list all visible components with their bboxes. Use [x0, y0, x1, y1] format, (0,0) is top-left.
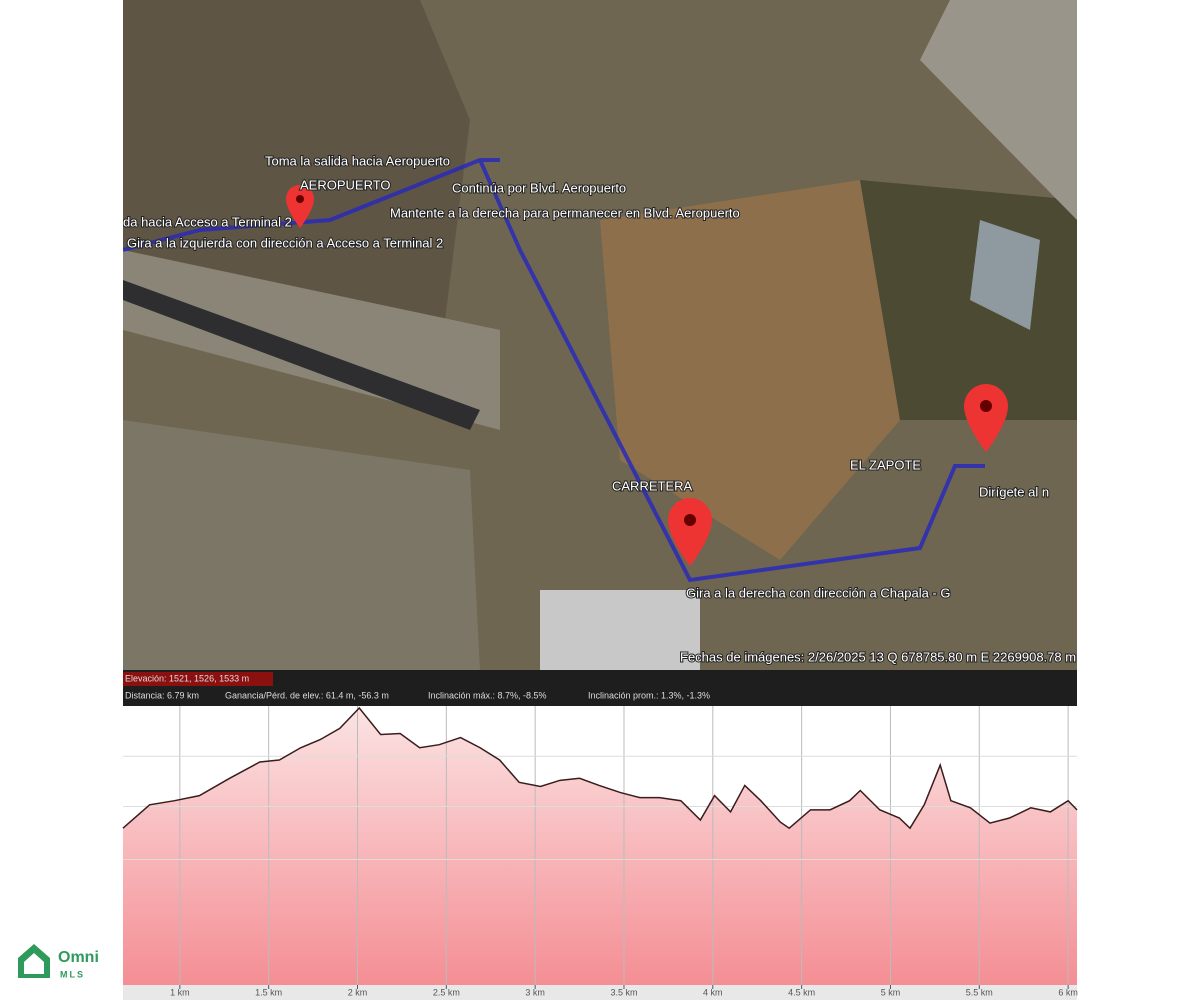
x-tick-label: 1 km — [170, 987, 190, 997]
status-highlight — [123, 672, 273, 686]
map-label: EL ZAPOTE — [850, 457, 921, 472]
x-axis-bar — [123, 985, 1077, 1000]
map-footer: Fechas de imágenes: 2/26/2025 13 Q 67878… — [680, 649, 1148, 664]
x-tick-label: 3 km — [525, 987, 545, 997]
map-label: AEROPUERTO — [300, 177, 391, 192]
x-tick-label: 2.5 km — [433, 987, 460, 997]
status-text: Inclinación máx.: 8.7%, -8.5% — [428, 690, 547, 700]
map-label: Continúa por Blvd. Aeropuerto — [452, 180, 626, 195]
x-tick-label: 2 km — [348, 987, 368, 997]
x-tick-label: 3.5 km — [610, 987, 637, 997]
x-tick-label: 5.5 km — [966, 987, 993, 997]
elevation-profile — [122, 706, 1078, 985]
logo: Omni MLS — [18, 944, 99, 979]
x-tick-label: 1.5 km — [255, 987, 282, 997]
map-label: Dirígete al n — [979, 484, 1049, 499]
status-text: Distancia: 6.79 km — [125, 690, 199, 700]
map-label: Mantente a la derecha para permanecer en… — [390, 205, 740, 220]
status-text: Elevación: 1521, 1526, 1533 m — [125, 673, 249, 683]
x-tick-label: 4 km — [703, 987, 723, 997]
map-label: Gira a la izquierda con dirección a Acce… — [127, 235, 443, 250]
logo-sub: MLS — [60, 969, 85, 979]
logo-name: Omni — [58, 949, 99, 966]
map-label: Gira a la derecha con dirección a Chapal… — [686, 585, 950, 600]
x-tick-label: 5 km — [881, 987, 901, 997]
profile-area-fill — [123, 708, 1077, 985]
map-label: CARRETERA — [612, 478, 693, 493]
map-label: Toma la salida hacia Aeropuerto — [265, 153, 450, 168]
x-tick-label: 6 km — [1058, 987, 1078, 997]
map: Toma la salida hacia Aeropuerto AEROPUER… — [123, 0, 1148, 670]
status-bar — [123, 670, 1077, 706]
status-text: Ganancia/Pérd. de elev.: 61.4 m, -56.3 m — [225, 690, 389, 700]
x-tick-label: 4.5 km — [788, 987, 815, 997]
status-text: Inclinación prom.: 1.3%, -1.3% — [588, 690, 710, 700]
map-label: da hacia Acceso a Terminal 2 — [123, 214, 292, 229]
profile-line — [122, 706, 1078, 830]
